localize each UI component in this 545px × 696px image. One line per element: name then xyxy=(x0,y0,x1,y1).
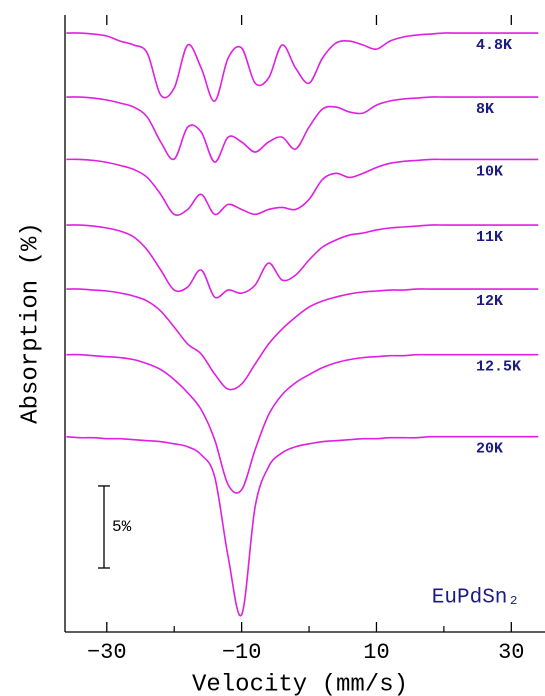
x-tick-label: 30 xyxy=(498,640,524,665)
x-tick-label: −30 xyxy=(87,640,127,665)
temperature-label: 11K xyxy=(476,229,503,246)
x-tick-label: 10 xyxy=(363,640,389,665)
spectrum-fit xyxy=(66,96,539,163)
temperature-label: 10K xyxy=(476,163,503,180)
temperature-label: 20K xyxy=(476,441,503,458)
y-axis-label: Absorption (%) xyxy=(17,222,44,424)
temperature-label: 12K xyxy=(476,293,503,310)
spectrum-fit xyxy=(66,435,539,617)
temperature-label: 8K xyxy=(476,101,494,118)
temperature-label: 4.8K xyxy=(476,37,512,54)
x-tick-label: −10 xyxy=(222,640,262,665)
spectrum-fit xyxy=(66,158,539,216)
compound-label: EuPdSn₂ xyxy=(432,587,520,610)
spectrum-fit xyxy=(66,353,539,494)
spectrum-fit xyxy=(66,224,539,299)
spectrum-fit xyxy=(66,32,539,102)
temperature-label: 12.5K xyxy=(476,359,521,376)
spectrum-fit xyxy=(66,288,539,391)
scale-bar-label: 5% xyxy=(112,518,132,536)
x-axis-label: Velocity (mm/s) xyxy=(192,671,408,696)
